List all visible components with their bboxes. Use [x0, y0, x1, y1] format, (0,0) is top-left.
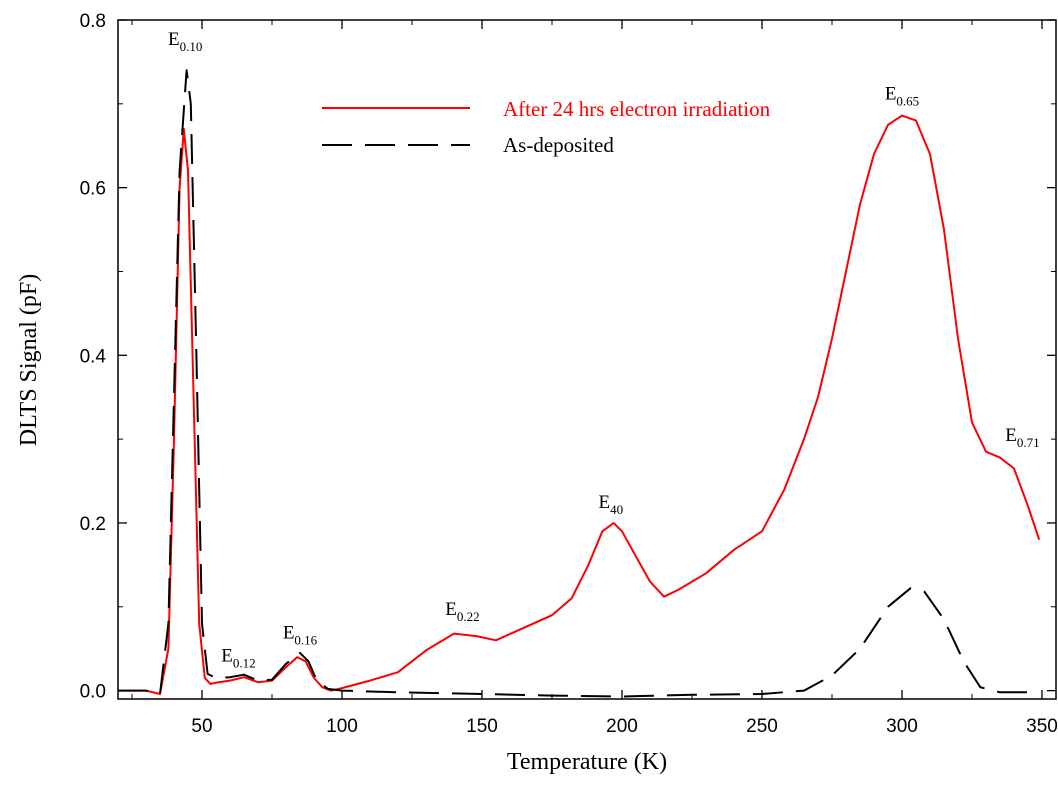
plot-frame: [117, 19, 1057, 700]
peak-annotations: E0.10 E0.12 E0.16 E0.22 E40 E0.65 E0.71: [168, 29, 1040, 670]
peak-label: E0.65: [885, 84, 919, 109]
x-tick-label: 300: [886, 716, 918, 737]
peak-label: E0.22: [445, 599, 479, 624]
x-tick-label: 150: [466, 716, 498, 737]
series-line-irradiated: [118, 114, 1041, 695]
peak-label: E0.10: [168, 29, 202, 54]
x-tick-label: 250: [746, 716, 778, 737]
x-tick-label: 200: [606, 716, 638, 737]
peak-label: E0.12: [221, 645, 255, 670]
legend-label-as-deposited: As-deposited: [503, 133, 614, 157]
peak-label: E0.71: [1005, 425, 1039, 450]
legend-label-irradiated: After 24 hrs electron irradiation: [503, 97, 771, 121]
y-axis-title: DLTS Signal (pF): [16, 274, 42, 446]
y-tick-label: 0.0: [80, 682, 106, 703]
y-tick-label: 0.8: [80, 11, 106, 32]
x-tick-label: 50: [191, 716, 212, 737]
y-tick-label: 0.4: [80, 346, 107, 367]
series-layer: [118, 69, 1041, 698]
y-tick-label: 0.6: [80, 179, 106, 200]
x-tick-label: 100: [326, 716, 358, 737]
x-axis-title: Temperature (K): [507, 749, 667, 775]
tick-labels: 50 100 150 200 250 300 350 0.0 0.2 0.4 0.6 0.8: [80, 11, 1058, 737]
series-line-as-deposited: [118, 69, 1040, 698]
peak-label: E0.16: [283, 623, 318, 648]
x-tick-label: 350: [1026, 716, 1058, 737]
axis-ticks: [118, 19, 1056, 699]
peak-label: E40: [598, 492, 623, 517]
legend: After 24 hrs electron irradiation As-dep…: [322, 97, 771, 157]
y-tick-label: 0.2: [80, 514, 106, 535]
